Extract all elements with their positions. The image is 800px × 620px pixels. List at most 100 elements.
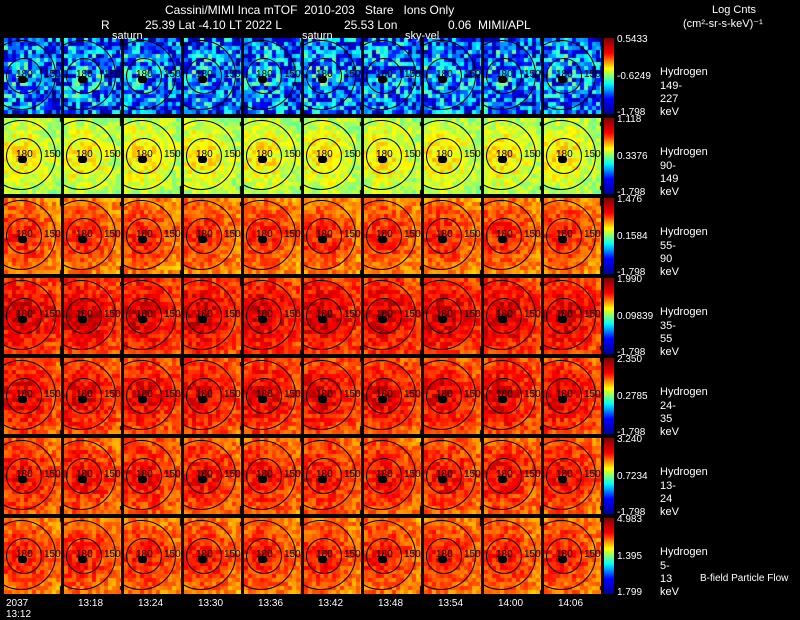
sky-image-panel: 180 150 [4,118,61,194]
ring-label-left: 180 [556,149,573,160]
sky-image-panel: 180 150 [124,278,181,354]
inner-fov-ring [6,298,42,334]
species-label: Hydrogen [660,386,708,398]
ring-label-right: 150 [164,69,181,80]
planet-marker [558,156,567,163]
ring-label-left: 180 [436,389,453,400]
ring-label-right: 150 [464,229,481,240]
sky-image-panel: 180 150 [424,198,481,274]
ring-label-left: 180 [76,149,93,160]
ring-label-right: 150 [104,389,121,400]
planet-marker [138,316,147,323]
sky-image-panel: 180 150 [364,38,421,114]
sky-image-panel: 180 150 [304,118,361,194]
footer-note: B-field Particle Flow [700,573,789,584]
inner-fov-ring [366,378,402,414]
ring-label-right: 150 [404,309,421,320]
sky-image-panel: 180 150 [424,278,481,354]
ring-label-left: 180 [196,69,213,80]
sky-image-panel: 180 150 [64,118,121,194]
inner-fov-ring [186,218,222,254]
ring-label-right: 150 [224,549,241,560]
time-label: 13:42 [318,598,344,609]
ring-label-left: 180 [316,229,333,240]
planet-marker [138,236,147,243]
planet-marker [78,556,87,563]
sky-image-panel: 180 150 [424,118,481,194]
inner-fov-ring [366,538,402,574]
ring-label-right: 150 [584,389,601,400]
ring-label-right: 150 [284,309,301,320]
sky-image-panel: 180 150 [124,38,181,114]
ring-label-right: 150 [224,229,241,240]
ring-label-left: 180 [16,69,33,80]
ring-label-right: 150 [104,469,121,480]
sky-image-panel: 180 150 [64,38,121,114]
colorbar-max-label: 1.118 [617,114,642,125]
ring-label-left: 180 [316,69,333,80]
inner-fov-ring [246,458,282,494]
sky-image-panel: 180 150 [484,278,541,354]
planet-marker [78,316,87,323]
ring-label-left: 180 [136,229,153,240]
inner-fov-ring [486,218,522,254]
ring-label-right: 150 [44,389,61,400]
inner-fov-ring [6,378,42,414]
sky-image-panel: 180 150 [244,518,301,594]
sky-vel-marker-label: sky-vel [405,30,440,42]
inner-fov-ring [486,138,522,174]
inner-fov-ring [66,138,102,174]
time-label: 13:48 [378,598,404,609]
ring-label-left: 180 [196,309,213,320]
energy-range-label: 24-35 keV [660,400,679,438]
ring-label-right: 150 [344,469,361,480]
planet-marker [138,556,147,563]
planet-marker [258,316,267,323]
ring-label-left: 180 [376,309,393,320]
planet-marker [18,316,27,323]
inner-fov-ring [186,138,222,174]
ring-label-left: 180 [256,389,273,400]
planet-marker [378,396,387,403]
ring-label-left: 180 [136,389,153,400]
planet-marker [438,476,447,483]
inner-fov-ring [546,58,582,94]
planet-marker [558,316,567,323]
ring-label-right: 150 [44,69,61,80]
planet-marker [318,396,327,403]
time-label: 14:06 [558,598,584,609]
inner-fov-ring [486,58,522,94]
ring-label-right: 150 [404,549,421,560]
planet-marker [498,396,507,403]
sky-image-panel: 180 150 [4,438,61,514]
ring-label-right: 150 [404,389,421,400]
inner-fov-ring [246,138,282,174]
sky-image-panel: 180 150 [64,278,121,354]
planet-marker [318,476,327,483]
inner-fov-ring [546,378,582,414]
ring-label-right: 150 [224,389,241,400]
ring-label-right: 150 [284,229,301,240]
ring-label-right: 150 [464,69,481,80]
ring-label-right: 150 [524,309,541,320]
inner-fov-ring [366,138,402,174]
planet-marker [438,556,447,563]
ring-label-left: 180 [436,549,453,560]
ring-label-right: 150 [584,69,601,80]
inner-fov-ring [66,218,102,254]
planet-marker [438,316,447,323]
ring-label-left: 180 [16,229,33,240]
colorbar-max-label: 1.990 [617,274,643,285]
sky-image-panel: 180 150 [424,438,481,514]
planet-marker [258,396,267,403]
ring-label-right: 150 [344,549,361,560]
ring-label-right: 150 [284,549,301,560]
ring-label-right: 150 [164,149,181,160]
mimi-apl-label: 0.06 MIMI/APL [448,18,531,32]
sky-image-panel: 180 150 [304,38,361,114]
planet-marker [378,556,387,563]
planet-marker [498,556,507,563]
planet-marker [378,316,387,323]
colorbar-min-label: -1.798 [617,107,646,118]
planet-marker [198,396,207,403]
